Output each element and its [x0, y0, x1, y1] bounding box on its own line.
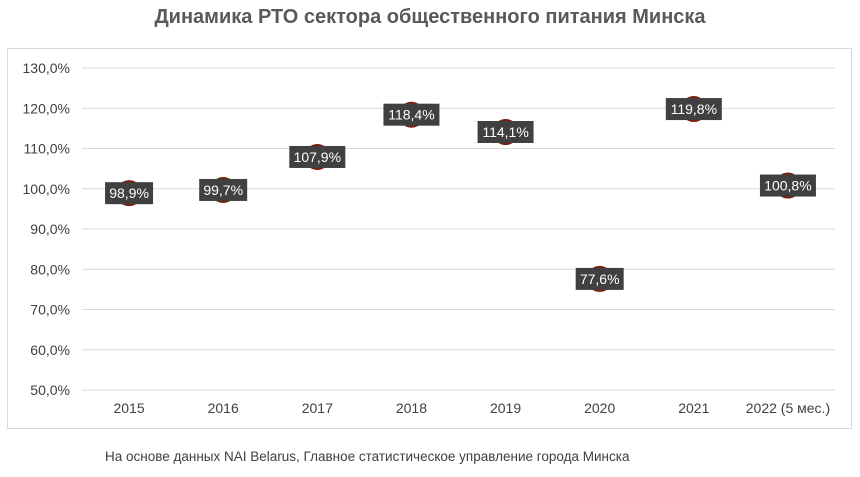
x-tick-label: 2019 [490, 400, 521, 416]
data-label-box [477, 120, 534, 143]
chart-frame [7, 48, 852, 429]
x-tick-label: 2021 [678, 400, 709, 416]
data-label-box [665, 98, 722, 121]
y-tick-label: 120,0% [23, 100, 70, 116]
data-label: 98,9% [109, 185, 149, 201]
y-tick-label: 100,0% [23, 181, 70, 197]
data-labels: 98,9% 99,7% 107,9% 118,4% 114,1% 77,6% 119,8% 1… [105, 98, 816, 290]
y-axis-ticks: 50,0% 60,0% 70,0% 80,0% 90,0% 100,0% 110,0% 120… [23, 60, 70, 398]
y-tick-label: 80,0% [30, 261, 70, 277]
source-note: На основе данных NAI Belarus, Главное ст… [105, 449, 630, 464]
data-label: 100,8% [764, 178, 811, 194]
x-tick-label: 2022 (5 мес.) [746, 400, 830, 416]
y-tick-label: 90,0% [30, 221, 70, 237]
data-label: 107,9% [294, 149, 341, 165]
y-tick-label: 130,0% [23, 60, 70, 76]
y-tick-label: 110,0% [24, 141, 70, 157]
data-label: 99,7% [203, 182, 243, 198]
grid-lines [82, 67, 835, 391]
x-tick-label: 2015 [113, 400, 144, 416]
data-label: 77,6% [580, 271, 620, 287]
chart-title: Динамика РТО сектора общественного питан… [154, 6, 706, 28]
x-axis-ticks: 2015 2016 2017 2018 2019 2020 2021 2022 (5 мес.… [113, 400, 830, 416]
y-tick-label: 60,0% [30, 342, 70, 358]
data-label-box [289, 145, 346, 168]
x-tick-label: 2018 [396, 400, 427, 416]
y-tick-label: 70,0% [30, 302, 70, 318]
y-tick-label: 50,0% [30, 382, 70, 398]
data-label-box [199, 178, 248, 201]
data-label-box [383, 103, 440, 126]
data-label-box [759, 174, 816, 197]
data-label: 118,4% [388, 107, 434, 123]
data-label: 119,8% [671, 101, 717, 117]
data-label-box [575, 267, 624, 290]
x-tick-label: 2020 [584, 400, 615, 416]
data-label: 114,1% [482, 124, 528, 140]
x-tick-label: 2016 [208, 400, 239, 416]
x-tick-label: 2017 [302, 400, 333, 416]
data-label-box [105, 182, 154, 205]
